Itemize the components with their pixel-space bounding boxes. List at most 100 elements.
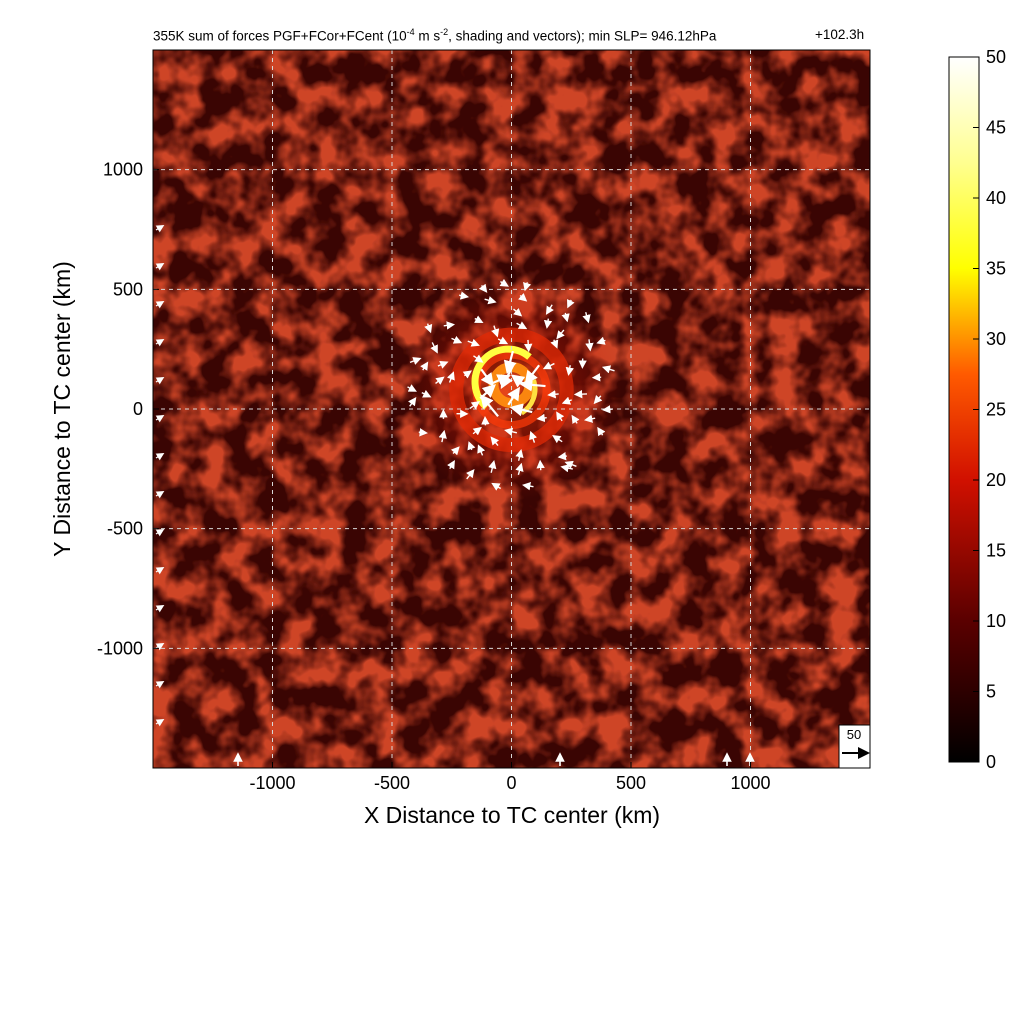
- colorbar-tick-label: 0: [986, 752, 996, 772]
- colorbar-tick-label: 45: [986, 118, 1006, 138]
- edge-vector: [155, 566, 165, 575]
- force-vector: [565, 365, 574, 376]
- force-vector: [601, 365, 615, 374]
- force-vector: [522, 482, 534, 491]
- colorbar-tick-label: 25: [986, 400, 1006, 420]
- force-vector: [504, 427, 518, 436]
- force-vectors: [155, 224, 755, 766]
- force-vector: [545, 304, 554, 315]
- x-axis-ticks: -1000 -500 0 500 1000: [249, 762, 771, 793]
- force-vector: [524, 339, 533, 353]
- force-vector: [491, 482, 502, 491]
- edge-vector: [155, 490, 165, 499]
- colorbar-tick-label: 10: [986, 611, 1006, 631]
- force-vector: [585, 339, 594, 352]
- chart-title: 355K sum of forces PGF+FCor+FCent (10-4 …: [153, 27, 717, 44]
- force-vector: [473, 354, 484, 363]
- y-tick-label: 1000: [103, 160, 143, 180]
- y-axis-ticks: -1000 -500 0 500 1000: [97, 160, 159, 658]
- force-vector: [407, 384, 417, 392]
- forecast-time: +102.3h: [815, 27, 865, 42]
- edge-vector: [155, 718, 165, 727]
- force-vector: [437, 360, 449, 369]
- force-vector: [420, 361, 429, 371]
- force-vector: [491, 325, 500, 338]
- force-vector: [552, 435, 563, 444]
- force-vector: [596, 336, 606, 345]
- force-vector: [536, 413, 547, 423]
- force-vector: [462, 370, 472, 379]
- force-vector: [561, 396, 572, 405]
- colorbar-tick-label: 5: [986, 682, 996, 702]
- force-vector: [557, 451, 567, 461]
- force-vector: [567, 298, 575, 309]
- force-vector: [478, 283, 488, 293]
- force-vector: [516, 321, 528, 330]
- force-vector: [435, 376, 445, 385]
- force-vector: [582, 312, 591, 324]
- force-vector: [509, 403, 533, 417]
- force-vector: [523, 281, 532, 292]
- reference-vector-legend: 50: [838, 724, 871, 769]
- force-vector: [499, 278, 509, 287]
- force-vector: [421, 389, 432, 398]
- colorbar-ticks: 0 5 10 15 20 25 30 35 40 45 50: [973, 47, 1006, 772]
- force-vector: [424, 323, 433, 334]
- force-vector: [467, 441, 476, 451]
- force-vector: [503, 350, 517, 375]
- force-vector: [418, 428, 428, 437]
- force-vector: [518, 292, 528, 302]
- force-vector: [513, 307, 523, 317]
- x-tick-label: 500: [616, 773, 646, 793]
- y-tick-label: 0: [133, 399, 143, 419]
- force-vector: [474, 315, 484, 323]
- force-vector: [524, 364, 541, 385]
- edge-vector: [155, 262, 165, 271]
- force-vector: [561, 312, 570, 323]
- force-vector: [490, 436, 500, 447]
- colorbar-tick-label: 50: [986, 47, 1006, 67]
- force-vector: [571, 414, 580, 425]
- x-tick-label: 0: [506, 773, 516, 793]
- force-vector: [450, 446, 460, 456]
- force-vector: [443, 321, 456, 330]
- force-vector: [550, 339, 559, 349]
- force-vector: [479, 384, 496, 400]
- force-vector: [597, 426, 606, 437]
- x-tick-label: -500: [374, 773, 410, 793]
- force-vector: [472, 426, 482, 436]
- force-vector: [466, 468, 475, 480]
- edge-vector: [155, 452, 165, 461]
- force-vector: [515, 462, 524, 475]
- force-vector: [438, 429, 447, 443]
- force-vector: [542, 361, 555, 370]
- force-vector: [451, 335, 463, 344]
- force-vector: [446, 371, 455, 383]
- force-vector: [564, 460, 577, 469]
- force-vector: [408, 396, 417, 407]
- force-vector: [556, 329, 565, 340]
- colorbar-tick-label: 20: [986, 470, 1006, 490]
- force-vector: [547, 390, 559, 399]
- edge-vector: [155, 338, 165, 347]
- force-vector: [556, 411, 565, 422]
- reference-vector-label: 50: [847, 727, 861, 742]
- force-vector: [477, 444, 486, 456]
- y-tick-label: -500: [107, 519, 143, 539]
- edge-vector: [155, 414, 165, 423]
- force-vector: [515, 448, 524, 461]
- force-vector: [469, 401, 481, 410]
- force-vector: [430, 342, 438, 354]
- colorbar-tick-label: 35: [986, 259, 1006, 279]
- force-vector: [560, 464, 573, 473]
- edge-vector: [155, 224, 165, 233]
- colorbar-tick-label: 15: [986, 541, 1006, 561]
- colorbar-tick-label: 30: [986, 329, 1006, 349]
- force-vector: [447, 460, 455, 470]
- force-vector: [519, 378, 546, 392]
- force-vector: [497, 336, 509, 345]
- force-vector: [584, 414, 596, 423]
- edge-vector: [155, 376, 165, 385]
- y-tick-label: -1000: [97, 638, 143, 658]
